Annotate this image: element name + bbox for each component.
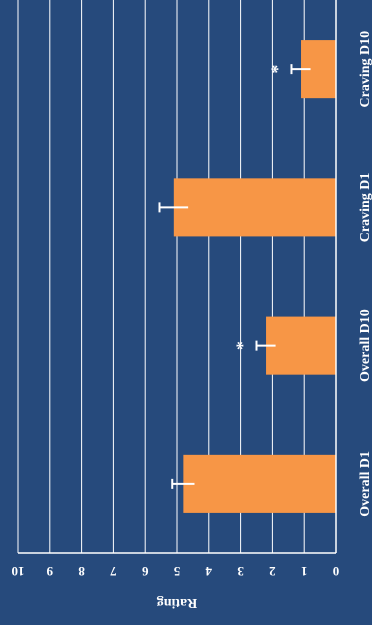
significance-marker: * <box>268 65 288 74</box>
tick-label: 8 <box>78 564 85 579</box>
significance-marker: * <box>233 341 253 350</box>
bar <box>183 454 336 513</box>
tick-label: 5 <box>173 564 180 579</box>
bar <box>266 316 336 375</box>
tick-label: 2 <box>269 564 276 579</box>
tick-label: 6 <box>141 564 148 579</box>
tick-label: 4 <box>205 564 212 579</box>
tick-label: 1 <box>301 564 308 579</box>
axis-layer <box>18 0 337 554</box>
tick-label: 3 <box>237 564 244 579</box>
bars-layer <box>173 40 336 513</box>
tick-label: 0 <box>333 564 340 579</box>
category-label: Overall D1 <box>358 451 372 517</box>
tick-label: 9 <box>46 564 53 579</box>
tick-label: 7 <box>110 564 117 579</box>
bar <box>173 178 336 237</box>
tick-label: 10 <box>12 564 25 579</box>
label-layer: 0 1 2 3 4 5 6 7 8 9 10 Overall D1 * Overall D10 Cravin… <box>12 31 372 579</box>
category-label: Overall D10 <box>358 309 372 382</box>
category-label: Craving D1 <box>358 173 372 243</box>
y-axis-title: Rating <box>157 595 197 610</box>
category-label: Craving D10 <box>358 31 372 108</box>
error-bars-layer <box>158 64 311 489</box>
